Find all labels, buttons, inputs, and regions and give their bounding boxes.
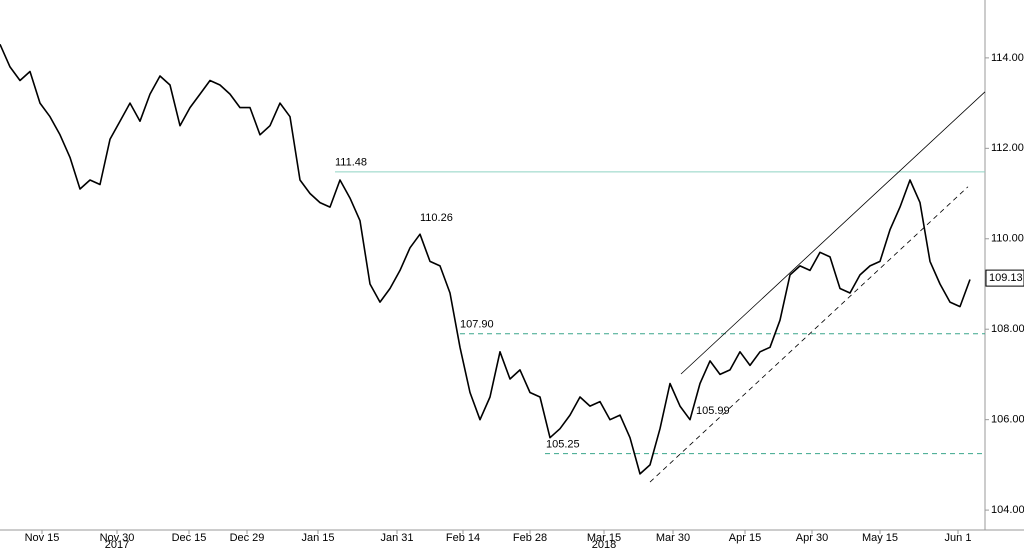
annotation: 111.48 bbox=[335, 157, 367, 169]
annotation: 107.90 bbox=[460, 319, 494, 331]
x-tick-label: Jan 31 bbox=[380, 532, 413, 544]
y-tick-label: 106.00 bbox=[991, 414, 1024, 426]
x-tick-label: Dec 15 bbox=[172, 532, 207, 544]
year-label: 2018 bbox=[592, 539, 616, 549]
trend-line bbox=[649, 186, 969, 483]
x-tick-label: Apr 15 bbox=[729, 532, 761, 544]
trend-line bbox=[680, 91, 986, 375]
x-tick-label: Jun 1 bbox=[945, 532, 972, 544]
y-tick-label: 108.00 bbox=[991, 323, 1024, 335]
y-tick-label: 112.00 bbox=[991, 142, 1024, 154]
annotation: 110.26 bbox=[420, 212, 453, 224]
price-line bbox=[0, 43, 971, 475]
last-price-label: 109.13 bbox=[989, 272, 1023, 284]
last-price-box bbox=[985, 269, 1024, 287]
x-tick-label: Apr 30 bbox=[796, 532, 828, 544]
x-tick-label: May 15 bbox=[862, 532, 898, 544]
annotation: 105.99 bbox=[696, 405, 730, 417]
y-tick-label: 114.00 bbox=[991, 52, 1024, 64]
y-tick-label: 104.00 bbox=[991, 504, 1024, 516]
x-tick-label: Feb 28 bbox=[513, 532, 547, 544]
annotation: 105.25 bbox=[546, 438, 580, 450]
x-tick-label: Mar 15 bbox=[587, 532, 621, 544]
y-tick-label: 110.00 bbox=[991, 233, 1024, 245]
x-tick-label: Mar 30 bbox=[656, 532, 690, 544]
x-tick-label: Dec 29 bbox=[230, 532, 265, 544]
year-label: 2017 bbox=[105, 539, 129, 549]
x-tick-label: Nov 30 bbox=[100, 532, 135, 544]
x-tick-label: Jan 15 bbox=[301, 532, 334, 544]
x-tick-label: Nov 15 bbox=[25, 532, 60, 544]
x-tick-label: Feb 14 bbox=[446, 532, 480, 544]
